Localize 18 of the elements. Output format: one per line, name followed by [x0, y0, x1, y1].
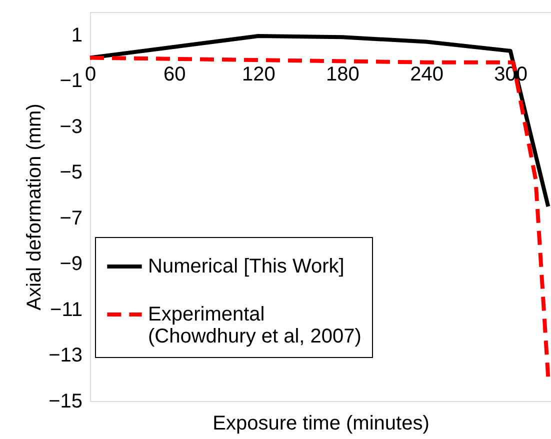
x-tick-label: 0 [84, 63, 96, 86]
y-tick-label: −3 [60, 116, 82, 138]
y-tick-label: −9 [60, 253, 82, 276]
y-tick-label: −15 [48, 390, 82, 412]
y-tick-label: −7 [60, 207, 82, 230]
y-tick-label: −5 [60, 162, 82, 184]
x-tick-label: 180 [326, 63, 360, 86]
y-tick-label: −1 [60, 70, 82, 92]
legend-label: Numerical [This Work] [148, 256, 344, 278]
x-tick-label: 60 [163, 63, 186, 86]
x-tick-label: 240 [410, 63, 444, 86]
x-tick-label: 120 [242, 63, 276, 86]
y-tick-label: −13 [48, 344, 82, 367]
y-axis-title: Axial deformation (mm) [24, 104, 46, 310]
x-axis-title: Exposure time (minutes) [212, 412, 430, 434]
legend-label: Experimental (Chowdhury et al, 2007) [148, 304, 362, 348]
y-tick-label: −11 [50, 298, 82, 321]
y-tick-label: 1 [71, 24, 82, 46]
